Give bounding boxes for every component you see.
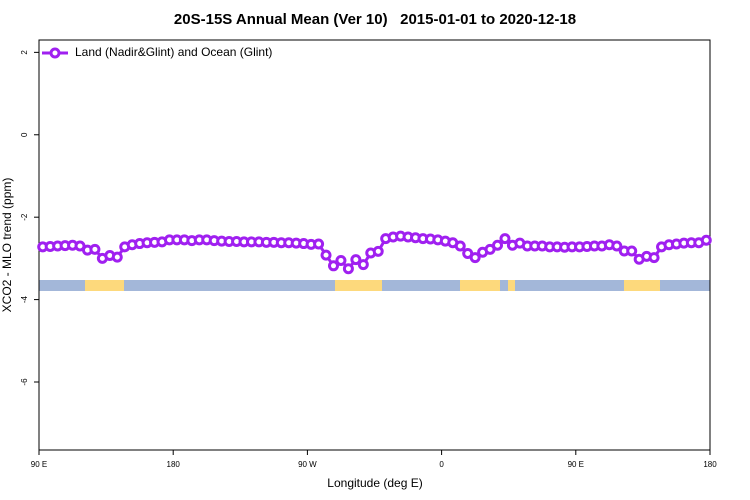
y-tick-label: -2 <box>20 213 29 221</box>
x-tick-label: 90 E <box>31 460 47 469</box>
y-tick-label: 0 <box>20 132 29 137</box>
data-point <box>89 243 101 255</box>
x-tick-label: 90 W <box>298 460 317 469</box>
surface-strip <box>39 280 710 291</box>
data-point <box>342 263 354 275</box>
y-tick-label: -4 <box>20 295 29 303</box>
data-point <box>350 254 362 266</box>
land-strip <box>335 280 382 291</box>
data-point <box>320 249 332 261</box>
y-tick-label: 2 <box>20 50 29 55</box>
data-point <box>611 240 623 252</box>
x-tick-label: 180 <box>703 460 717 469</box>
land-strip <box>624 280 660 291</box>
data-point <box>372 245 384 257</box>
data-point <box>469 252 481 264</box>
x-tick-label: 90 E <box>568 460 584 469</box>
chart-title: 20S-15S Annual Mean (Ver 10) 2015-01-01 … <box>174 11 576 28</box>
land-strip <box>508 280 515 291</box>
data-point <box>700 234 712 246</box>
data-point <box>335 254 347 266</box>
data-point <box>454 240 466 252</box>
data-point <box>648 252 660 264</box>
x-tick-label: 180 <box>167 460 181 469</box>
data-point <box>626 245 638 257</box>
data-point <box>499 233 511 245</box>
legend-label: Land (Nadir&Glint) and Ocean (Glint) <box>75 45 272 59</box>
x-axis-label: Longitude (deg E) <box>327 476 422 490</box>
data-point <box>357 259 369 271</box>
x-tick-label: 0 <box>439 460 444 469</box>
legend-marker <box>49 47 61 59</box>
land-strip <box>85 280 124 291</box>
data-point <box>313 238 325 250</box>
data-point <box>492 239 504 251</box>
y-tick-label: -6 <box>20 378 29 386</box>
y-axis-label: XCO2 - MLO trend (ppm) <box>0 178 14 313</box>
data-point <box>327 260 339 272</box>
land-strip <box>460 280 500 291</box>
data-point <box>111 251 123 263</box>
